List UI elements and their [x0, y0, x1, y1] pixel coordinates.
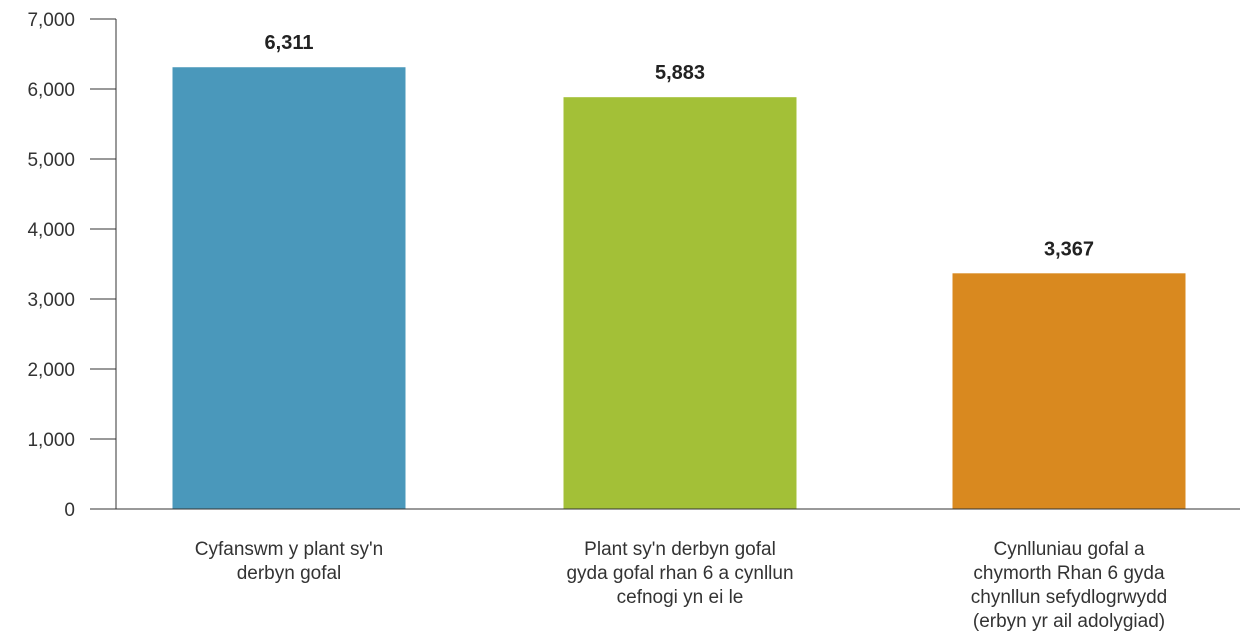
y-tick-label: 6,000 [27, 80, 75, 101]
category-label-line: gyda gofal rhan 6 a cynllun [566, 563, 793, 584]
bar [172, 67, 406, 509]
category-label-line: Cyfanswm y plant sy'n [195, 539, 383, 560]
bar-value-label: 3,367 [1044, 238, 1094, 260]
category-label: Plant sy'n derbyn gofal gyda gofal rhan 6… [566, 539, 793, 608]
y-tick-label: 0 [64, 500, 75, 521]
category-label: Cynlluniau gofal a chymorth Rhan 6 gyda ch… [971, 539, 1167, 632]
value-labels: 6,311 5,883 3,367 [265, 32, 1095, 260]
bars [172, 67, 1186, 509]
category-label-line: Plant sy'n derbyn gofal [584, 539, 776, 560]
category-label-line: chymorth Rhan 6 gyda [973, 563, 1165, 584]
y-tick-label: 2,000 [27, 360, 75, 381]
category-label-line: Cynlluniau gofal a [993, 539, 1144, 560]
y-tick-label: 3,000 [27, 290, 75, 311]
y-tick-label: 1,000 [27, 430, 75, 451]
bar-value-label: 5,883 [655, 62, 705, 84]
bar [563, 97, 797, 509]
y-tick-label: 5,000 [27, 150, 75, 171]
y-tick-label: 4,000 [27, 220, 75, 241]
category-label: Cyfanswm y plant sy'n derbyn gofal [195, 539, 383, 584]
y-axis: 0 1,000 2,000 3,000 4,000 5,000 6,000 7,000 [27, 10, 117, 521]
bar [952, 273, 1186, 509]
category-label-line: chynllun sefydlogrwydd [971, 587, 1167, 608]
y-tick-label: 7,000 [27, 10, 75, 31]
category-label-line: cefnogi yn ei le [617, 587, 744, 608]
bar-value-label: 6,311 [265, 32, 314, 54]
category-labels: Cyfanswm y plant sy'n derbyn gofal Plant s… [195, 539, 1167, 632]
category-label-line: (erbyn yr ail adolygiad) [973, 611, 1165, 632]
category-label-line: derbyn gofal [237, 563, 342, 584]
